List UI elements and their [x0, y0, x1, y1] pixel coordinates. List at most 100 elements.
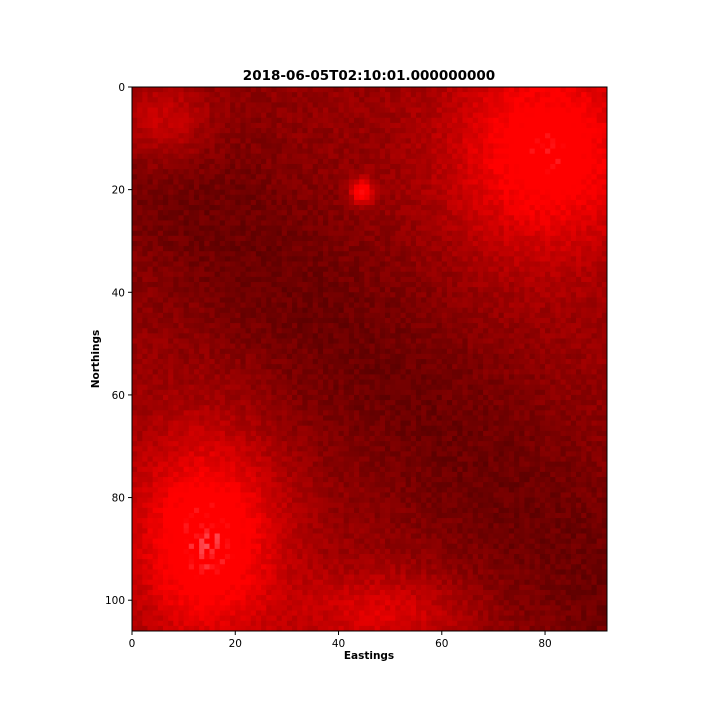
heatmap-cell: [204, 323, 211, 329]
heatmap-cell: [601, 87, 607, 93]
heatmap-cell: [576, 307, 582, 314]
heatmap-cell: [235, 102, 242, 109]
heatmap-cell: [452, 133, 458, 139]
heatmap-cell: [168, 323, 174, 329]
heatmap-cell: [292, 194, 298, 201]
heatmap-cell: [240, 353, 247, 360]
heatmap-cell: [596, 102, 603, 109]
heatmap-cell: [250, 158, 257, 165]
heatmap-cell: [534, 333, 541, 340]
heatmap-cell: [297, 266, 303, 273]
heatmap-cell: [281, 133, 288, 139]
heatmap-cell: [519, 323, 525, 329]
heatmap-cell: [204, 107, 211, 114]
heatmap-cell: [199, 282, 205, 288]
heatmap-cell: [545, 128, 551, 134]
heatmap-cell: [137, 276, 143, 283]
heatmap-cell: [467, 338, 474, 345]
heatmap-cell: [343, 169, 350, 175]
heatmap-cell: [488, 194, 495, 201]
heatmap-cell: [446, 102, 453, 109]
heatmap-cell: [359, 138, 365, 145]
heatmap-cell: [219, 112, 226, 119]
heatmap-cell: [348, 128, 355, 134]
heatmap-cell: [188, 353, 195, 360]
heatmap-cell: [245, 174, 252, 180]
heatmap-cell: [601, 297, 607, 304]
heatmap-cell: [379, 348, 386, 355]
heatmap-cell: [586, 348, 593, 355]
heatmap-cell: [472, 276, 479, 283]
heatmap-cell: [503, 174, 510, 180]
heatmap-cell: [514, 359, 520, 365]
heatmap-cell: [286, 292, 293, 299]
heatmap-cell: [364, 128, 371, 134]
heatmap-cell: [312, 133, 319, 139]
heatmap-cell: [462, 128, 469, 134]
heatmap-cell: [255, 256, 262, 263]
heatmap-cell: [199, 148, 205, 155]
heatmap-cell: [477, 297, 484, 304]
heatmap-cell: [219, 210, 226, 216]
heatmap-cell: [142, 107, 149, 114]
heatmap-cell: [539, 169, 546, 175]
heatmap-cell: [193, 246, 200, 252]
heatmap-cell: [193, 169, 200, 175]
heatmap-cell: [565, 184, 572, 191]
heatmap-cell: [390, 184, 396, 191]
heatmap-cell: [230, 158, 236, 165]
heatmap-cell: [410, 199, 417, 206]
heatmap-cell: [281, 112, 288, 119]
heatmap-cell: [168, 343, 174, 350]
heatmap-cell: [570, 312, 577, 319]
heatmap-cell: [209, 97, 216, 103]
heatmap-cell: [142, 117, 149, 124]
heatmap-cell: [576, 153, 582, 160]
heatmap-cell: [173, 117, 180, 124]
heatmap-cell: [157, 153, 164, 160]
heatmap-cell: [570, 184, 577, 191]
heatmap-cell: [224, 148, 231, 155]
heatmap-cell: [286, 256, 293, 263]
heatmap-cell: [354, 302, 360, 309]
heatmap-cell: [297, 276, 303, 283]
heatmap-cell: [446, 323, 453, 329]
heatmap-cell: [137, 256, 143, 263]
heatmap-cell: [426, 333, 433, 340]
heatmap-cell: [162, 297, 169, 304]
heatmap-cell: [503, 348, 510, 355]
heatmap-cell: [183, 158, 190, 165]
heatmap-cell: [162, 246, 169, 252]
heatmap-cell: [493, 312, 500, 319]
heatmap-cell: [132, 317, 138, 324]
heatmap-cell: [230, 276, 236, 283]
heatmap-cell: [214, 153, 221, 160]
heatmap-cell: [503, 271, 510, 278]
heatmap-cell: [493, 246, 500, 252]
heatmap-cell: [302, 174, 309, 180]
heatmap-cell: [446, 184, 453, 191]
heatmap-cell: [405, 92, 412, 98]
heatmap-cell: [426, 184, 433, 191]
heatmap-cell: [240, 338, 247, 345]
heatmap-cell: [214, 128, 221, 134]
heatmap-cell: [235, 215, 242, 222]
heatmap-cell: [421, 287, 427, 293]
heatmap-cell: [323, 117, 329, 124]
heatmap-cell: [576, 97, 582, 103]
heatmap-cell: [199, 230, 205, 237]
heatmap-cell: [545, 235, 551, 242]
heatmap-cell: [498, 359, 505, 365]
heatmap-cell: [436, 230, 443, 237]
heatmap-cell: [348, 287, 355, 293]
heatmap-cell: [302, 317, 309, 324]
heatmap-cell: [436, 148, 443, 155]
heatmap-cell: [132, 297, 138, 304]
heatmap-cell: [477, 189, 484, 196]
heatmap-cell: [410, 323, 417, 329]
heatmap-cell: [137, 359, 143, 365]
heatmap-cell: [183, 205, 190, 211]
heatmap-cell: [323, 235, 329, 242]
heatmap-cell: [261, 128, 267, 134]
heatmap-cell: [555, 240, 562, 247]
